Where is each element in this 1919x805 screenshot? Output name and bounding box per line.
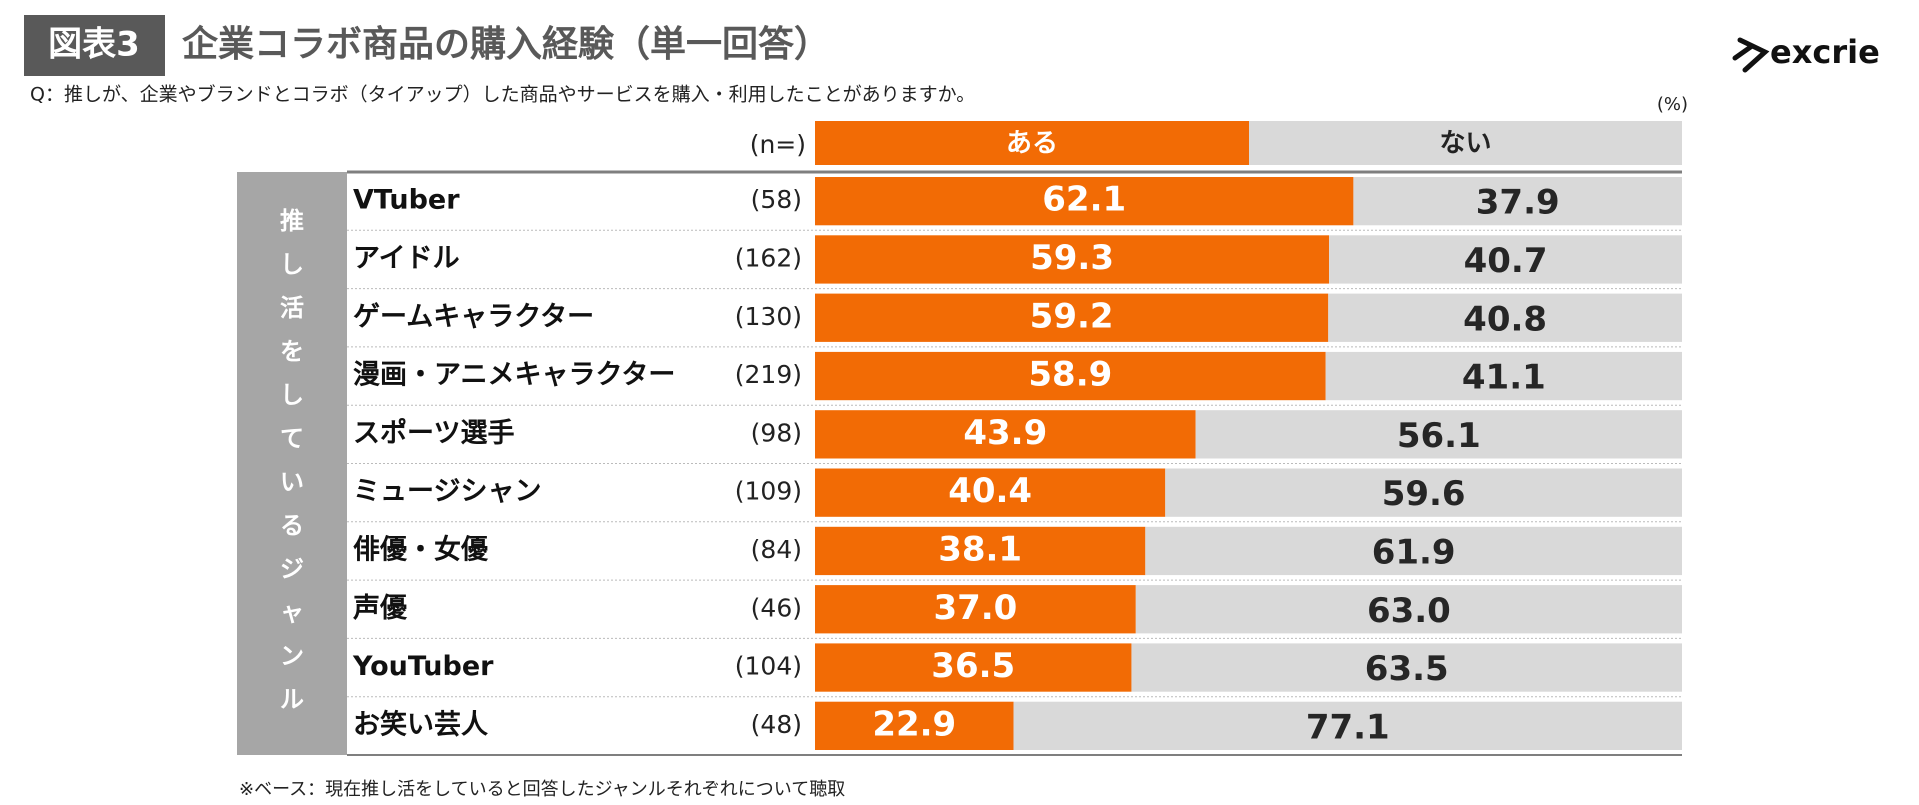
category-label: ゲームキャラクター [353, 301, 594, 332]
value-label: 41.1 [1462, 358, 1546, 398]
legend-swatch [1249, 121, 1682, 165]
value-label: 40.4 [948, 471, 1032, 511]
bar [815, 235, 1330, 284]
category-label: VTuber [353, 185, 460, 216]
group-label-char: い [280, 468, 304, 496]
bar [1329, 235, 1682, 284]
value-label: 61.9 [1372, 532, 1456, 572]
value-label: 59.3 [1030, 238, 1114, 278]
group-label-char: ジ [280, 555, 304, 583]
value-label: 40.8 [1463, 299, 1547, 339]
value-label: 43.9 [963, 413, 1047, 453]
figure-label: 図表3 [48, 25, 140, 65]
bar [1145, 526, 1682, 576]
group-label-char: る [280, 512, 304, 540]
value-label: 77.1 [1306, 707, 1390, 747]
bar [815, 643, 1132, 692]
bar [815, 293, 1329, 342]
legend-label: ある [1006, 129, 1058, 159]
bar [1013, 701, 1682, 750]
bar [815, 585, 1136, 634]
sample-size: (130) [735, 302, 802, 331]
group-label-box [237, 172, 347, 755]
value-label: 22.9 [872, 704, 956, 744]
legend-label: ない [1439, 129, 1491, 159]
sample-size: (84) [751, 535, 802, 564]
value-label: 58.9 [1028, 355, 1112, 395]
category-label: 声優 [353, 593, 408, 624]
sample-size: (46) [751, 593, 802, 622]
value-label: 37.0 [933, 588, 1017, 628]
category-label: 漫画・アニメキャラクター [353, 360, 675, 391]
sample-size: (48) [751, 710, 802, 739]
n-header: (n=) [750, 130, 806, 159]
bar [815, 410, 1196, 459]
value-label: 63.5 [1365, 649, 1449, 689]
value-label: 36.5 [931, 646, 1015, 686]
group-label-char: ル [280, 686, 304, 714]
bar [1165, 468, 1682, 517]
chart-title: 企業コラボ商品の購入経験（単一回答） [182, 23, 830, 65]
bar [815, 177, 1354, 226]
sample-size: (58) [751, 185, 802, 214]
bar [815, 701, 1014, 750]
category-label: アイドル [353, 243, 460, 274]
sample-size: (219) [735, 360, 802, 389]
group-label-char: を [280, 338, 304, 366]
legend-swatch [815, 121, 1249, 165]
value-label: 40.7 [1464, 241, 1548, 281]
logo: excrie [1732, 33, 1880, 73]
footnote: ※ベース：現在推し活をしていると回答したジャンルそれぞれについて聴取 [239, 779, 845, 800]
sample-size: (98) [751, 418, 802, 447]
bar [815, 526, 1146, 576]
value-label: 59.2 [1030, 296, 1114, 336]
value-label: 37.9 [1476, 183, 1560, 223]
category-label: 俳優・女優 [353, 533, 489, 565]
category-label: YouTuber [352, 651, 494, 682]
bar [1328, 293, 1682, 342]
value-label: 63.0 [1367, 591, 1451, 631]
group-label-char: し [280, 381, 304, 409]
group-label-char: 推 [280, 207, 304, 235]
unit: (%) [1657, 94, 1688, 115]
group-label-char: 活 [280, 294, 304, 322]
bar [815, 468, 1166, 517]
value-label: 62.1 [1042, 180, 1126, 220]
group-label-char: ン [280, 642, 304, 670]
value-label: 56.1 [1397, 416, 1481, 456]
category-label: ミュージシャン [353, 476, 541, 507]
value-label: 38.1 [938, 529, 1022, 569]
bar [1325, 351, 1682, 401]
sample-size: (109) [735, 477, 802, 506]
category-label: お笑い芸人 [353, 708, 488, 740]
logo-text: excrie [1770, 33, 1880, 71]
group-label-char: ャ [280, 599, 304, 627]
bar [1195, 410, 1682, 459]
sample-size: (162) [735, 243, 802, 272]
category-label: スポーツ選手 [353, 418, 514, 449]
sample-size: (104) [735, 652, 802, 681]
bar [1353, 177, 1682, 226]
value-label: 59.6 [1382, 474, 1466, 514]
group-label-char: て [280, 425, 304, 453]
figure-label-box [24, 15, 165, 76]
group-label-char: し [280, 251, 304, 279]
bar [815, 351, 1326, 401]
bar [1131, 643, 1682, 692]
bar [1135, 585, 1682, 634]
question: Q：推しが、企業やブランドとコラボ（タイアップ）した商品やサービスを購入・利用し… [30, 83, 975, 106]
